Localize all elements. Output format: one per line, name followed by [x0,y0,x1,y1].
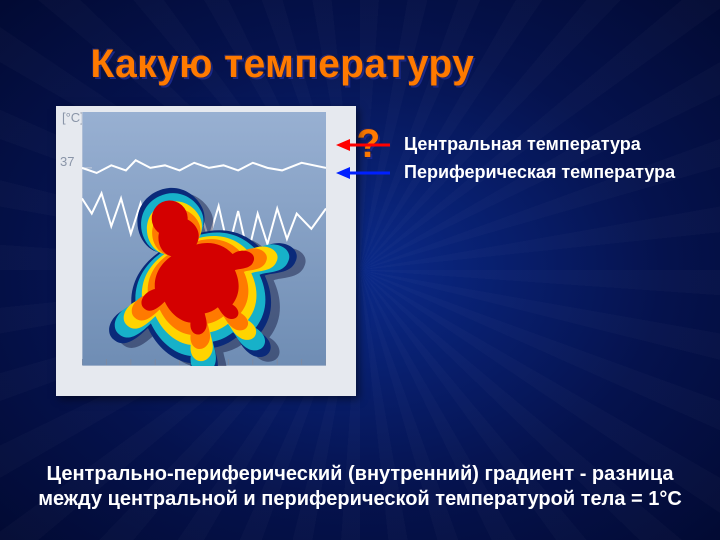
legend-peripheral-row: Периферическая температура [336,162,675,183]
legend-central-label: Центральная температура [404,134,641,155]
legend-central-row: Центральная температура [336,134,641,155]
arrow-left-icon [336,137,390,153]
footer-text: Центрально-периферический (внутренний) г… [0,462,720,512]
ytick-37: 37 [60,154,74,169]
chart-plot-area [82,112,326,366]
legend-peripheral-label: Периферическая температура [404,162,675,183]
axis-unit-label: [°C] [62,110,84,125]
title-line1: Какую температуру [91,42,475,86]
chart-panel: [°C] 37 [56,106,356,396]
arrow-left-icon [336,165,390,181]
chart-svg [82,112,326,366]
